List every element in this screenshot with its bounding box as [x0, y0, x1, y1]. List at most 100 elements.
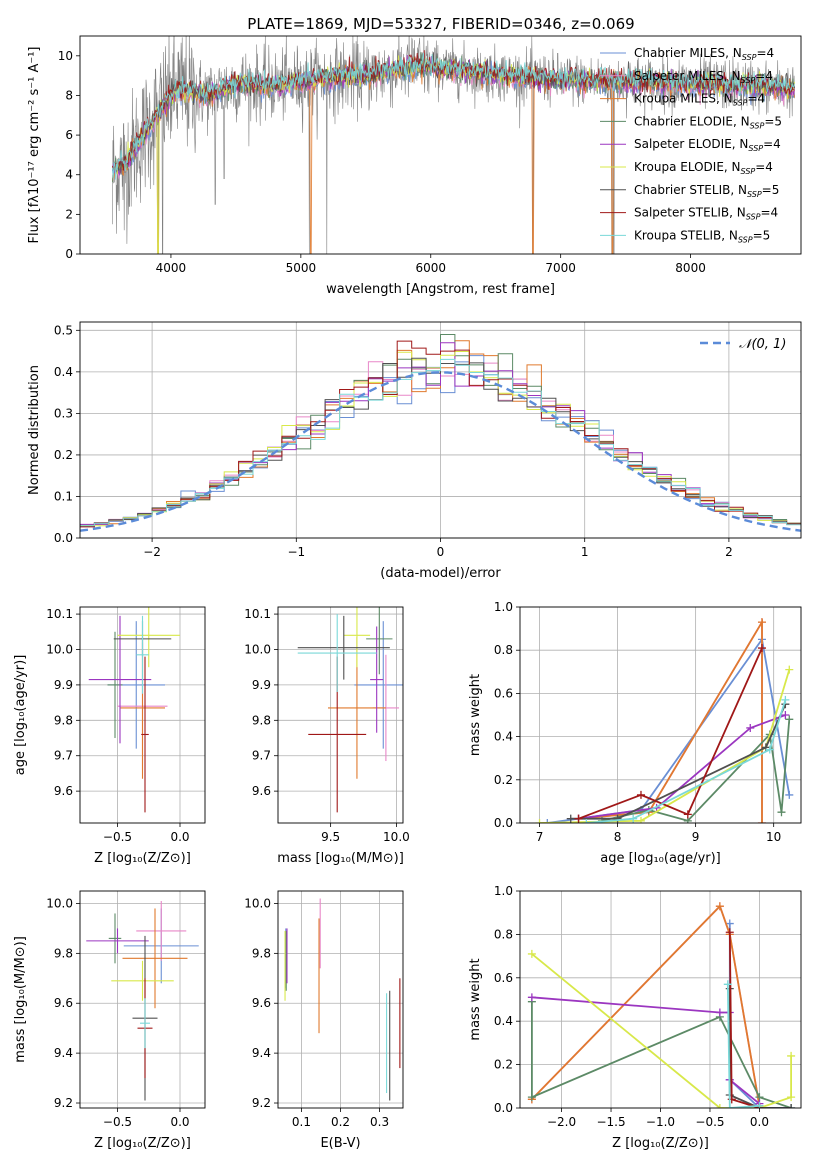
- legend-label: Chabrier STELIB, N: [634, 183, 747, 197]
- y-tick-label: 4: [65, 168, 73, 182]
- x-tick-label: 10.0: [383, 830, 410, 844]
- plus-marker: [543, 819, 552, 823]
- y-tick-label: 9.7: [54, 749, 73, 763]
- y-tick-label: 9.4: [54, 1046, 73, 1060]
- x-tick-label: 0.3: [370, 1115, 389, 1129]
- plus-marker: [636, 790, 645, 799]
- errorbar-point: [297, 615, 390, 680]
- legend-label: Kroupa MILES, N: [634, 92, 733, 106]
- errorbar-point: [122, 908, 188, 1009]
- model-spectrum-line: [112, 50, 795, 173]
- plus-marker: [787, 1093, 796, 1102]
- plus-marker: [715, 1008, 724, 1017]
- y-tick-label: 0.2: [494, 773, 513, 787]
- mass-weight-series: [578, 647, 763, 820]
- plus-marker: [629, 814, 638, 823]
- plus-marker: [781, 695, 790, 704]
- x-tick-label: −0.5: [695, 1115, 724, 1129]
- legend-entry: Salpeter MILES, NSSP=4: [634, 69, 773, 85]
- y-tick-label: 9.8: [54, 713, 73, 727]
- errorbar-point: [108, 913, 122, 964]
- y-tick-label: 0.0: [494, 1101, 513, 1115]
- mass-weight-series: [570, 703, 787, 820]
- x-axis-label: wavelength [Angstrom, rest frame]: [326, 282, 555, 297]
- y-tick-label: 2: [65, 207, 73, 221]
- age-vs-mass-frame: [277, 606, 404, 824]
- y-tick-label: 9.7: [252, 749, 271, 763]
- y-tick-label: 0.8: [494, 927, 513, 941]
- weight-vs-Z-axes: −2.0 −1.5 −1.0 −0.5 0.0 0.0 0.2 0.4 0.6 0.8 1.0 Z […: [468, 884, 801, 1151]
- age-vs-Z-points: [88, 607, 180, 813]
- plus-marker: [765, 745, 774, 754]
- x-tick-label: −2: [143, 545, 161, 559]
- mass-weight-series: [601, 719, 791, 822]
- y-tick-label: 10.0: [46, 642, 73, 656]
- y-tick-label: 9.9: [252, 678, 271, 692]
- legend-entry: Chabrier STELIB, NSSP=5: [634, 183, 779, 199]
- weight-vs-Z-lines: [527, 902, 796, 1108]
- errorbar-point: [354, 621, 403, 749]
- plus-marker: [785, 715, 794, 724]
- mass-weight-series: [531, 904, 761, 1106]
- x-tick-label: 0.0: [750, 1115, 769, 1129]
- weight-vs-age-lines: [535, 618, 794, 823]
- plus-marker: [582, 819, 591, 823]
- mass-weight-series: [531, 953, 792, 1108]
- errorbar-point: [366, 607, 393, 675]
- legend-entry: 𝒩(0, 1): [739, 337, 786, 352]
- age-vs-mass-points: [297, 607, 403, 813]
- y-tick-label: 0.6: [494, 686, 513, 700]
- y-tick-label: 0.0: [494, 816, 513, 830]
- x-tick-label: 8: [614, 830, 622, 844]
- legend-sub: SSP: [738, 235, 753, 244]
- plus-marker: [527, 949, 536, 958]
- y-tick-label: 9.8: [252, 713, 271, 727]
- y-tick-label: 9.6: [54, 996, 73, 1010]
- x-axis-label: Z [log₁₀(Z/Z⊙)]: [94, 851, 191, 866]
- plus-marker: [723, 980, 732, 989]
- weight-vs-age-frame: [519, 606, 802, 824]
- plus-marker: [725, 1104, 734, 1108]
- y-axis-label: Flux [fλ10⁻¹⁷ erg cm⁻² s⁻¹ A⁻¹]: [27, 47, 42, 244]
- x-tick-label: 0.0: [170, 1115, 189, 1129]
- legend-suffix: =4: [747, 92, 765, 106]
- legend-label: Kroupa STELIB, N: [634, 228, 738, 242]
- x-tick-label: −2.0: [547, 1115, 576, 1129]
- legend-entry: Salpeter STELIB, NSSP=4: [634, 206, 778, 222]
- y-tick-label: 10.0: [244, 896, 271, 910]
- legend-entry: Kroupa MILES, NSSP=4: [634, 92, 765, 108]
- legend-suffix: =4: [763, 137, 781, 151]
- errorbar-point: [140, 998, 150, 1049]
- residuals-axes: −2 −1 0 1 2 0.0 0.1 0.2 0.3 0.4 0.5 (data-model)/er…: [27, 322, 801, 581]
- y-axis-label: mass [log₁₀(M/M⊙)]: [13, 936, 28, 1063]
- legend-suffix: =4: [760, 206, 778, 220]
- y-tick-label: 9.4: [252, 1046, 271, 1060]
- x-axis-label: Z [log₁₀(Z/Z⊙)]: [612, 1136, 709, 1151]
- x-tick-label: 0.0: [170, 830, 189, 844]
- legend-suffix: =5: [764, 114, 782, 128]
- legend-entry: Chabrier MILES, NSSP=4: [634, 46, 774, 62]
- x-tick-label: 2: [725, 545, 733, 559]
- plus-marker: [787, 1104, 796, 1108]
- plus-marker: [725, 928, 734, 937]
- x-tick-label: 0.1: [292, 1115, 311, 1129]
- residual-histogram: [80, 358, 801, 528]
- plus-marker: [715, 1104, 724, 1108]
- y-tick-label: 0.4: [54, 365, 73, 379]
- errorbar-point: [370, 626, 384, 733]
- x-tick-label: 8000: [675, 261, 706, 275]
- legend-sub: SSP: [733, 99, 748, 108]
- y-tick-label: 0.3: [54, 406, 73, 420]
- plus-marker: [636, 816, 645, 823]
- mass-weight-series: [726, 984, 760, 1108]
- mass-vs-EBV-axes: 0.1 0.2 0.3 9.2 9.4 9.6 9.8 10.0 E(B-V): [244, 891, 403, 1151]
- residuals-frame: [79, 321, 802, 539]
- y-axis-label: mass weight: [468, 674, 483, 756]
- legend-label: Kroupa ELODIE, N: [634, 160, 741, 174]
- plus-marker: [785, 665, 794, 674]
- plus-marker: [746, 723, 755, 732]
- mass-vs-Z-axes: −0.5 0.0 9.2 9.4 9.6 9.8 10.0 Z [log₁₀(Z/Z⊙)] ma…: [13, 891, 205, 1151]
- y-tick-label: 9.6: [252, 996, 271, 1010]
- age-vs-mass-axes: 9.5 10.0 9.6 9.7 9.8 9.9 10.0 10.1 mass [log₁₀(M…: [244, 607, 410, 866]
